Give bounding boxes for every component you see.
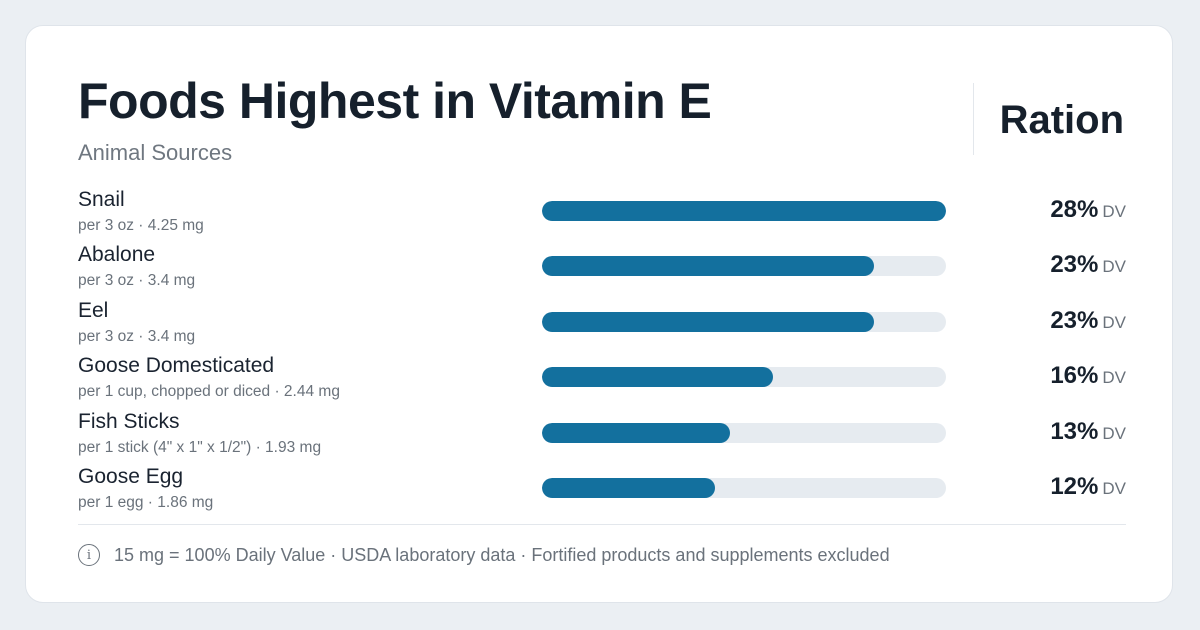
dv-unit-label: DV (1102, 202, 1126, 221)
bar-list: Snail per 3 oz · 4.25 mg 28% DV Abalone per 3… (78, 186, 1126, 518)
percent-value: 13% (1050, 417, 1099, 445)
bar-row: Fish Sticks per 1 stick (4" x 1" x 1/2") … (78, 408, 1126, 463)
serving-label: per 3 oz · 3.4 mg (78, 272, 196, 290)
value-label: 16% DV (1050, 362, 1126, 390)
bar-row: Eel per 3 oz · 3.4 mg 23% DV (78, 297, 1126, 352)
food-name-label: Eel (78, 298, 109, 322)
footer: i 15 mg = 100% Daily Value · USDA labora… (78, 544, 890, 566)
bar-track (542, 367, 946, 388)
bar-track (542, 477, 946, 498)
percent-value: 28% (1050, 196, 1099, 223)
bar-track (542, 311, 946, 332)
serving-label: per 1 egg · 1.86 mg (78, 493, 214, 511)
bar-fill (542, 422, 730, 443)
value-label: 12% DV (1050, 473, 1126, 501)
food-name-label: Fish Sticks (78, 409, 180, 433)
food-name-label: Abalone (78, 243, 156, 267)
serving-label: per 3 oz · 4.25 mg (78, 217, 204, 234)
percent-value: 23% (1050, 251, 1099, 279)
value-label: 13% DV (1050, 418, 1126, 446)
serving-label: per 3 oz · 3.4 mg (78, 327, 196, 345)
dv-unit-label: DV (1102, 257, 1126, 277)
dv-unit-label: DV (1102, 423, 1126, 443)
footnote: 15 mg = 100% Daily Value · USDA laborato… (114, 544, 890, 565)
bar-fill (542, 477, 716, 498)
bar-fill (542, 311, 874, 332)
info-icon: i (78, 544, 100, 566)
bar-track (542, 201, 946, 221)
bar-track (542, 256, 946, 277)
percent-value: 23% (1050, 306, 1099, 334)
bar-row: Abalone per 3 oz · 3.4 mg 23% DV (78, 241, 1126, 296)
dv-unit-label: DV (1102, 312, 1126, 332)
percent-value: 16% (1050, 362, 1099, 390)
bar-fill (542, 367, 773, 388)
dv-unit-label: DV (1102, 478, 1126, 498)
bar-row: Snail per 3 oz · 4.25 mg 28% DV (78, 186, 1126, 241)
footer-divider (78, 524, 1126, 525)
serving-label: per 1 stick (4" x 1" x 1/2") · 1.93 mg (78, 438, 322, 456)
food-name-label: Snail (78, 188, 125, 211)
bar-track (542, 422, 946, 443)
bar-fill (542, 256, 874, 277)
chart-card: Foods Highest in Vitamin E Animal Source… (25, 25, 1173, 603)
page-subtitle: Animal Sources (78, 140, 233, 165)
food-name-label: Goose Domesticated (78, 354, 275, 378)
bar-row: Goose Domesticated per 1 cup, chopped or … (78, 352, 1126, 407)
dv-unit-label: DV (1102, 368, 1126, 388)
page-title: Foods Highest in Vitamin E (78, 73, 712, 129)
serving-label: per 1 cup, chopped or diced · 2.44 mg (78, 383, 340, 401)
bar-fill (542, 201, 946, 221)
percent-value: 12% (1050, 472, 1099, 500)
value-label: 28% DV (1050, 196, 1126, 224)
value-label: 23% DV (1050, 251, 1126, 279)
brand-logo: Ration (999, 98, 1124, 142)
value-label: 23% DV (1050, 307, 1126, 335)
food-name-label: Goose Egg (78, 464, 184, 488)
bar-row: Goose Egg per 1 egg · 1.86 mg 12% DV (78, 463, 1126, 518)
header-divider (973, 83, 974, 155)
